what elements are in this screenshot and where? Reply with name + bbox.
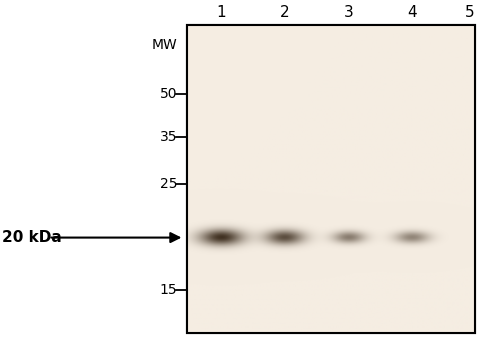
Text: 20 kDa: 20 kDa	[2, 230, 62, 245]
Text: 25: 25	[159, 177, 177, 190]
Text: MW: MW	[151, 38, 177, 52]
Text: 5: 5	[464, 5, 473, 20]
Text: 4: 4	[406, 5, 416, 20]
Text: 2: 2	[279, 5, 289, 20]
FancyBboxPatch shape	[186, 25, 474, 333]
Text: 50: 50	[159, 87, 177, 100]
Text: 3: 3	[343, 5, 352, 20]
Text: 15: 15	[159, 283, 177, 297]
Text: 1: 1	[216, 5, 226, 20]
Text: 35: 35	[159, 130, 177, 144]
